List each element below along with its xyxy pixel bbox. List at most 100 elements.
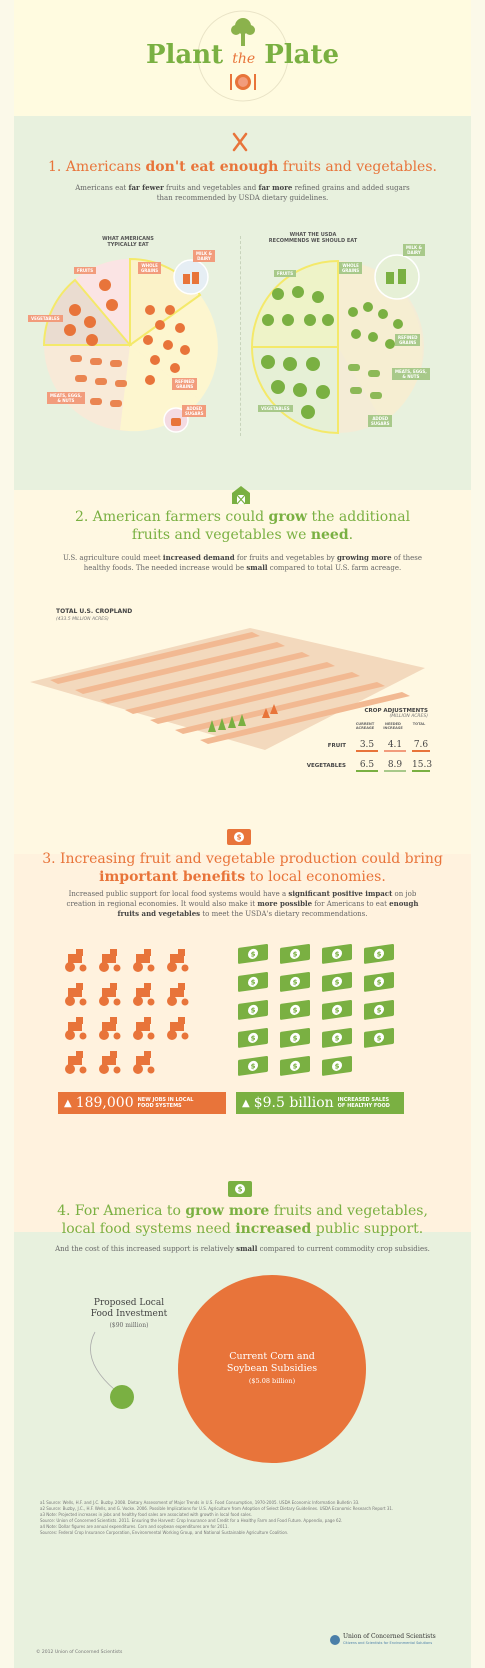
- dollar-bill-icon: $: [280, 999, 310, 1020]
- crop-row-fruit: FRUIT 3.5 4.1 7.6: [327, 740, 430, 752]
- svg-text:$: $: [335, 1061, 340, 1071]
- dollar-bill-icon: $: [280, 1055, 310, 1076]
- cropland-field: [30, 628, 425, 750]
- dollar-icon: $: [228, 1181, 252, 1197]
- title-the: the: [232, 51, 256, 67]
- dollar-bill-icon: $: [238, 971, 268, 992]
- tractor-icon: [133, 1017, 155, 1040]
- dollar-bill-icon: $: [364, 1027, 394, 1048]
- label-refined-left: REFINED GRAINS: [172, 378, 198, 390]
- tractor-icon: [167, 983, 189, 1006]
- label-wholegrains-left: WHOLE GRAINS: [138, 262, 162, 274]
- dollar-bill-icon: $: [238, 1055, 268, 1076]
- svg-text:$: $: [251, 949, 256, 959]
- dollar-bill-icon: $: [238, 999, 268, 1020]
- section1-heading: 1. Americans don't eat enough fruits and…: [48, 159, 437, 175]
- label-vegetables-right: VEGETABLES: [258, 405, 293, 412]
- page-title: Plant the Plate: [0, 40, 485, 74]
- tractor-icon: [99, 1051, 121, 1074]
- svg-text:$: $: [251, 1033, 256, 1043]
- tractor-icon: [65, 1051, 87, 1074]
- svg-text:$: $: [335, 1005, 340, 1015]
- tractor-icon: [133, 949, 155, 972]
- milk-icon: [173, 259, 209, 295]
- dollar-bill-icon: $: [322, 1027, 352, 1048]
- big-subsidy-circle: Current Corn and Soybean Subsidies ($5.0…: [178, 1275, 366, 1463]
- fruit-crop-marker: [262, 704, 278, 718]
- jobs-stat: ▲ 189,000 NEW JOBS IN LOCAL FOOD SYSTEMS: [58, 1092, 226, 1114]
- money-grid: $ $ $ $ $ $ $ $ $ $ $ $ $ $ $ $ $ $ $: [238, 943, 394, 1076]
- dollar-bill-icon: $: [364, 971, 394, 992]
- plate-divider: [240, 236, 241, 436]
- tractor-icon: [65, 983, 87, 1006]
- dollar-icon: $: [227, 829, 251, 845]
- dollar-bill-icon: $: [322, 943, 352, 964]
- section3-heading: 3. Increasing fruit and vegetable produc…: [42, 851, 443, 885]
- svg-text:$: $: [377, 1005, 382, 1015]
- footnotes: a1 Source: Wells, H.F. and J.C. Buzby. 2…: [40, 1500, 394, 1535]
- left-plate-title: WHAT AMERICANS TYPICALLY EAT: [102, 236, 154, 248]
- up-arrow-icon: ▲: [64, 1097, 72, 1109]
- section2-heading: 2. American farmers could grow the addit…: [74, 509, 411, 543]
- small-investment-circle: [110, 1385, 134, 1409]
- dollar-bill-icon: $: [364, 999, 394, 1020]
- svg-text:$: $: [293, 1033, 298, 1043]
- logo-emblem: [197, 10, 289, 102]
- section3-body: Increased public support for local food …: [66, 889, 419, 918]
- tractor-icon: [65, 949, 87, 972]
- right-plate-title: WHAT THE USDA RECOMMENDS WE SHOULD EAT: [268, 232, 358, 244]
- crop-row-vegetables: VEGETABLES 6.5 8.9 15.3: [306, 760, 433, 772]
- svg-text:$: $: [251, 1005, 256, 1015]
- copyright: © 2012 Union of Concerned Scientists: [36, 1650, 123, 1655]
- svg-text:$: $: [293, 1061, 298, 1071]
- dollar-bill-icon: $: [322, 971, 352, 992]
- tractor-grid: [65, 949, 189, 1074]
- apple-icon: [106, 299, 118, 311]
- cropland-title: TOTAL U.S. CROPLAND (433.5 MILLION ACRES…: [56, 608, 133, 622]
- tractor-icon: [99, 983, 121, 1006]
- tractor-icon: [133, 1051, 155, 1074]
- title-plate: Plate: [264, 40, 340, 70]
- label-milk-left: MILK & DAIRY: [193, 250, 215, 262]
- svg-text:$: $: [237, 834, 242, 842]
- tree-icon: [231, 18, 255, 46]
- dollar-bill-icon: $: [280, 971, 310, 992]
- label-sugars-right: ADDED SUGARS: [368, 415, 393, 427]
- tractor-icon: [65, 1017, 87, 1040]
- dollar-bill-icon: $: [238, 1027, 268, 1048]
- svg-text:$: $: [377, 1033, 382, 1043]
- label-fruits-left: FRUITS: [74, 267, 97, 274]
- dollar-bill-icon: $: [322, 1055, 352, 1076]
- svg-text:$: $: [238, 1186, 243, 1194]
- ucs-logo-icon: [330, 1635, 340, 1645]
- tractor-icon: [167, 949, 189, 972]
- vegetable-crop-marker: [208, 714, 246, 732]
- label-fruits-right: FRUITS: [274, 270, 297, 277]
- dollar-bill-icon: $: [364, 943, 394, 964]
- barn-icon: [232, 486, 250, 505]
- label-meats-left: MEATS, EGGS, & NUTS: [47, 392, 85, 404]
- small-investment-label: Proposed Local Food Investment ($90 mill…: [90, 1298, 168, 1329]
- section1-body: Americans eat far fewer fruits and veget…: [75, 183, 410, 202]
- fork-knife-icon: [232, 132, 248, 152]
- recommended-plate: [250, 259, 424, 435]
- label-vegetables-left: VEGETABLES: [28, 315, 63, 322]
- sales-stat: ▲ $9.5 billion INCREASED SALES OF HEALTHY…: [236, 1092, 404, 1114]
- milk-icon: [374, 254, 420, 300]
- label-milk-right: MILK & DAIRY: [403, 244, 425, 256]
- dollar-bill-icon: $: [238, 943, 268, 964]
- tractor-icon: [133, 983, 155, 1006]
- investment-connector: [90, 1331, 116, 1391]
- svg-text:$: $: [293, 949, 298, 959]
- tractor-icon: [99, 949, 121, 972]
- svg-text:$: $: [335, 1033, 340, 1043]
- label-wholegrains-right: WHOLE GRAINS: [339, 262, 363, 274]
- svg-text:$: $: [251, 1061, 256, 1071]
- tractor-icon: [99, 1017, 121, 1040]
- svg-text:$: $: [293, 977, 298, 987]
- up-arrow-icon: ▲: [242, 1097, 250, 1109]
- plate-icon: [230, 74, 256, 90]
- dollar-bill-icon: $: [322, 999, 352, 1020]
- section4-heading: 4. For America to grow more fruits and v…: [57, 1203, 428, 1237]
